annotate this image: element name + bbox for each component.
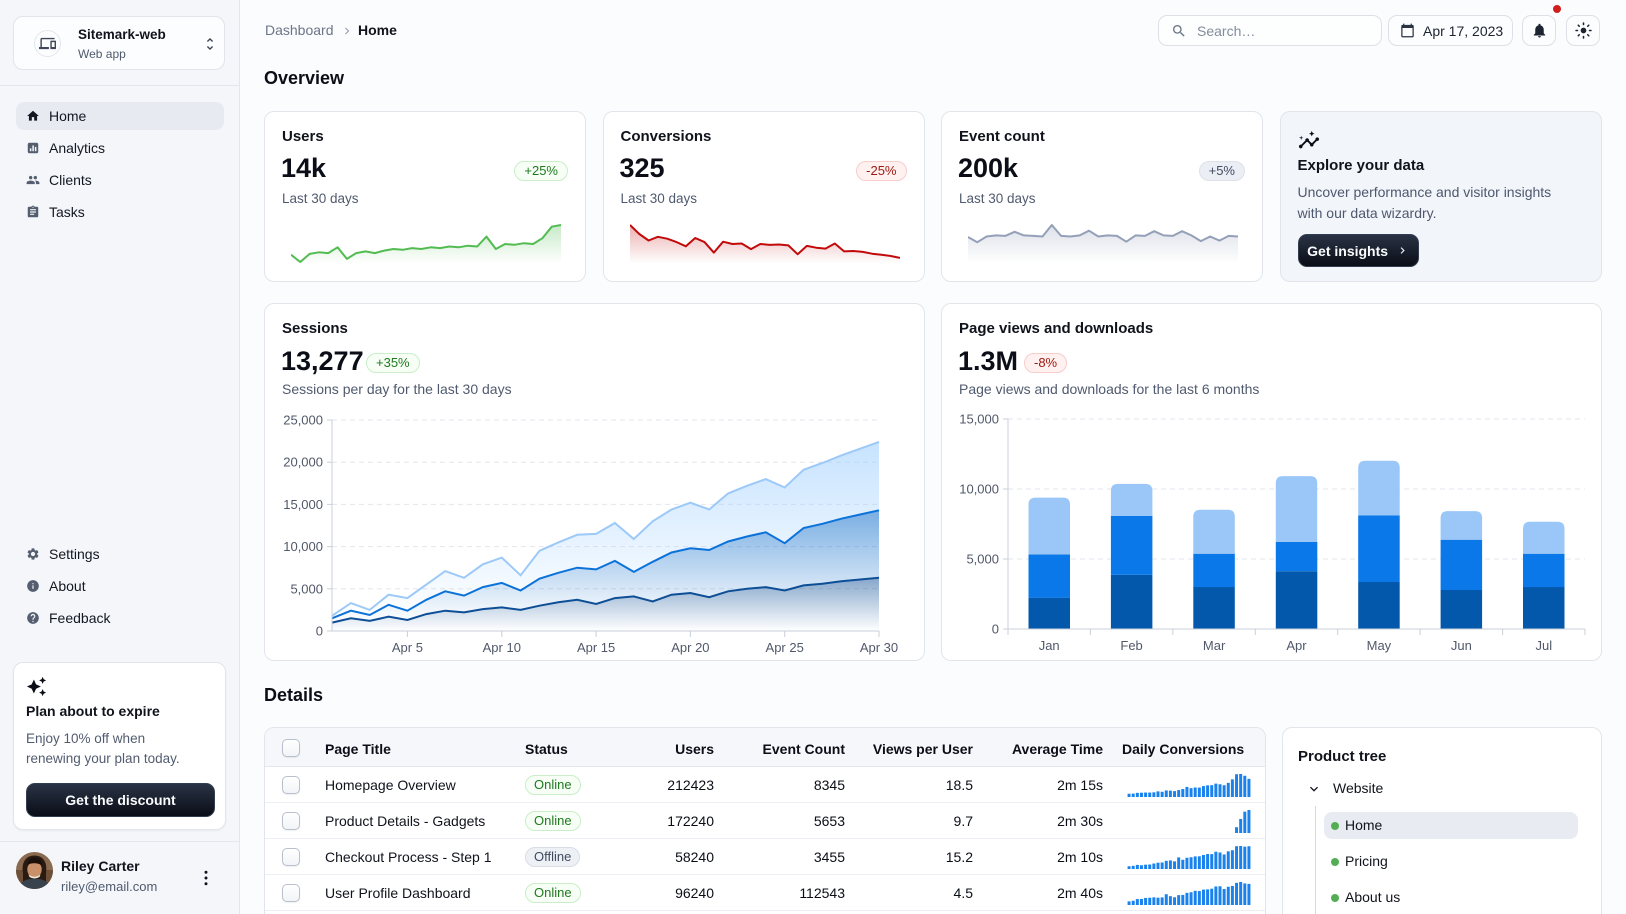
svg-text:Apr 15: Apr 15 [577,640,615,655]
svg-text:5,000: 5,000 [966,552,999,567]
svg-text:10,000: 10,000 [283,539,323,554]
svg-text:25,000: 25,000 [283,413,323,428]
svg-text:Apr 10: Apr 10 [483,640,521,655]
svg-text:5,000: 5,000 [290,581,323,596]
svg-text:Jan: Jan [1039,638,1060,653]
svg-text:10,000: 10,000 [959,482,999,497]
svg-text:Mar: Mar [1203,638,1226,653]
svg-text:Apr 30: Apr 30 [860,640,898,655]
svg-text:Apr: Apr [1286,638,1307,653]
svg-text:Apr 25: Apr 25 [766,640,804,655]
svg-text:0: 0 [992,622,999,637]
svg-text:Jul: Jul [1535,638,1552,653]
svg-text:Jun: Jun [1451,638,1472,653]
svg-text:Feb: Feb [1120,638,1142,653]
svg-text:Apr 5: Apr 5 [392,640,423,655]
svg-text:15,000: 15,000 [283,497,323,512]
svg-text:Apr 20: Apr 20 [671,640,709,655]
svg-text:0: 0 [316,624,323,639]
svg-text:May: May [1367,638,1392,653]
svg-text:15,000: 15,000 [959,412,999,427]
svg-text:20,000: 20,000 [283,455,323,470]
